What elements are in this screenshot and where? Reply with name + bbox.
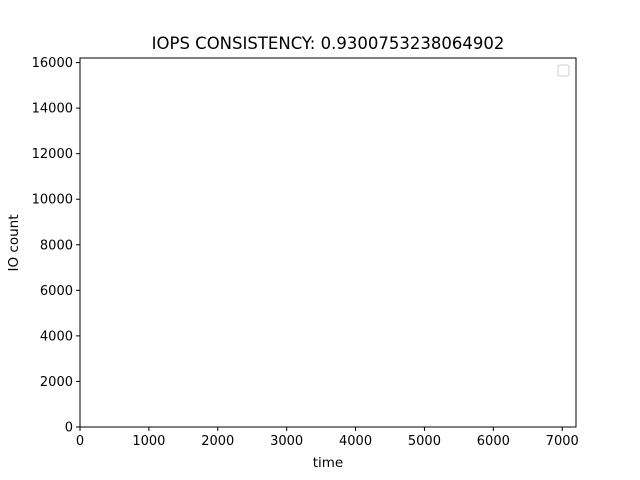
y-tick-label: 6000 — [40, 284, 73, 299]
y-tick-label: 12000 — [32, 147, 73, 162]
legend — [557, 64, 570, 77]
y-tick-label: 16000 — [32, 56, 73, 71]
y-tick-label: 10000 — [32, 193, 73, 208]
x-tick-label: 1000 — [132, 434, 165, 449]
x-tick-label: 6000 — [477, 434, 510, 449]
y-tick-label: 14000 — [32, 102, 73, 117]
x-tick-label: 7000 — [546, 434, 579, 449]
x-axis: 0 1000 2000 3000 4000 5000 6000 7000 — [76, 427, 579, 449]
y-tick-label: 4000 — [40, 329, 73, 344]
x-tick-label: 0 — [76, 434, 84, 449]
y-axis: 0 2000 4000 6000 8000 10000 12000 14000 16000 — [32, 56, 80, 436]
x-axis-title: time — [313, 455, 344, 471]
x-tick-label: 4000 — [339, 434, 372, 449]
y-tick-label: 0 — [65, 421, 73, 436]
x-tick-label: 5000 — [408, 434, 441, 449]
legend-box — [557, 64, 570, 77]
y-axis-title: IO count — [6, 215, 22, 272]
y-tick-label: 2000 — [40, 375, 73, 390]
chart-title: IOPS CONSISTENCY: 0.9300753238064902 — [152, 34, 505, 53]
y-tick-label: 8000 — [40, 238, 73, 253]
x-tick-label: 3000 — [270, 434, 303, 449]
plot-area — [79, 57, 577, 428]
x-tick-label: 2000 — [201, 434, 234, 449]
